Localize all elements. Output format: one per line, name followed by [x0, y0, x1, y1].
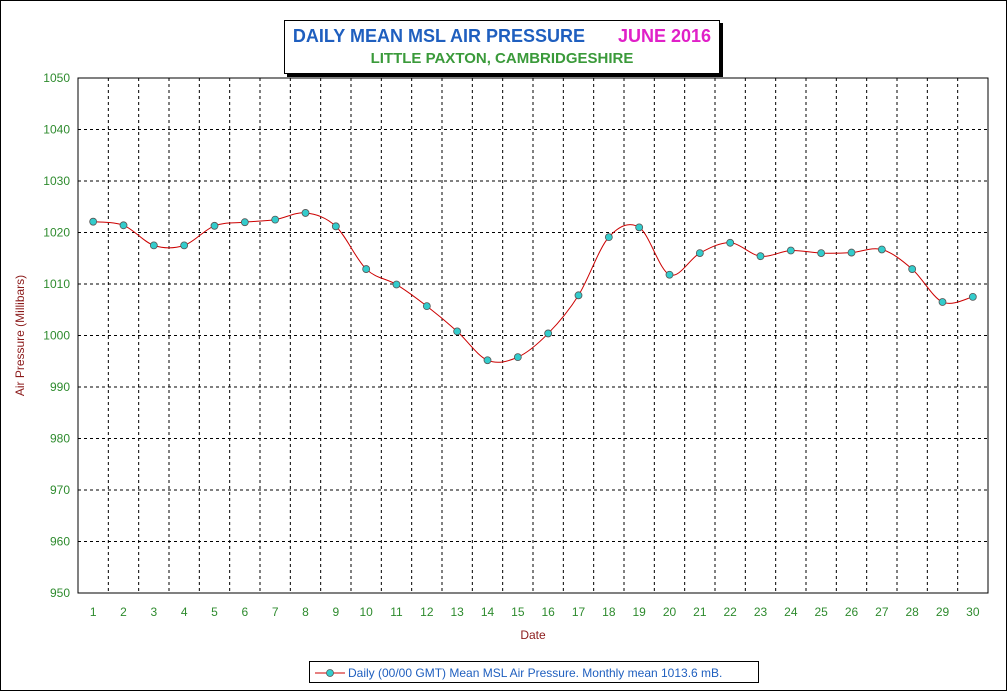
- x-tick-label: 25: [814, 605, 828, 619]
- data-point: [756, 252, 765, 261]
- data-point: [695, 249, 704, 258]
- x-tick-label: 7: [272, 605, 279, 619]
- data-point: [240, 218, 249, 227]
- data-point: [968, 292, 977, 301]
- data-point: [877, 245, 886, 254]
- x-tick-label: 3: [150, 605, 157, 619]
- data-point: [362, 265, 371, 273]
- x-tick-label: 13: [450, 605, 464, 619]
- y-axis-label: Air Pressure (Millibars): [13, 275, 27, 396]
- chart-title: DAILY MEAN MSL AIR PRESSURE: [292, 26, 585, 46]
- chart-subtitle: LITTLE PAXTON, CAMBRIDGESHIRE: [370, 50, 634, 67]
- legend-marker-icon: [315, 669, 345, 677]
- x-tick-label: 12: [420, 605, 434, 619]
- x-tick-label: 20: [663, 605, 677, 619]
- x-tick-label: 24: [784, 605, 798, 619]
- x-tick-label: 8: [302, 605, 309, 619]
- data-point: [149, 241, 158, 250]
- x-tick-label: 14: [481, 605, 495, 619]
- data-point: [938, 298, 947, 306]
- data-point: [301, 209, 310, 217]
- title-line: DAILY MEAN MSL AIR PRESSURE JUNE 2016: [285, 26, 719, 47]
- data-point: [604, 233, 613, 242]
- x-tick-label: 11: [390, 605, 403, 619]
- x-tick-label: 26: [845, 605, 859, 619]
- data-point: [786, 246, 795, 255]
- data-point: [89, 217, 98, 226]
- x-tick-label: 10: [359, 605, 373, 619]
- x-tick-label: 19: [632, 605, 646, 619]
- x-tick-labels: 1 2 3 4 5 6 7 8 9 10 11 12 13 14 15 16 17 18 19 20 21 22 23 24 2…: [90, 605, 980, 619]
- x-tick-label: 28: [905, 605, 919, 619]
- x-tick-label: 30: [966, 605, 980, 619]
- x-tick-label: 22: [723, 605, 737, 619]
- y-tick-label: 1030: [43, 174, 70, 188]
- x-tick-label: 21: [693, 605, 707, 619]
- data-point: [544, 329, 553, 338]
- chart-title-box: DAILY MEAN MSL AIR PRESSURE JUNE 2016 LI…: [284, 20, 720, 74]
- x-tick-label: 1: [90, 605, 97, 619]
- data-point: [210, 221, 219, 230]
- y-tick-label: 1020: [43, 226, 70, 240]
- x-tick-label: 17: [572, 605, 586, 619]
- y-tick-label: 950: [50, 586, 70, 600]
- data-point: [119, 221, 128, 230]
- data-point: [331, 222, 340, 231]
- x-tick-label: 5: [211, 605, 218, 619]
- x-tick-label: 16: [541, 605, 555, 619]
- plot-area: [77, 77, 989, 594]
- series-markers: [89, 209, 977, 365]
- y-tick-label: 1010: [43, 277, 70, 291]
- data-point: [665, 270, 674, 279]
- y-tick-label: 1000: [43, 329, 70, 343]
- data-point: [908, 265, 917, 273]
- data-point: [513, 353, 522, 362]
- y-tick-label: 990: [50, 380, 70, 394]
- legend-series-label: Daily (00/00 GMT) Mean MSL Air Pressure.…: [348, 666, 723, 680]
- data-point: [847, 248, 856, 257]
- x-tick-label: 9: [332, 605, 339, 619]
- data-point: [422, 302, 431, 311]
- grid: [78, 78, 989, 593]
- x-tick-label: 23: [754, 605, 768, 619]
- legend: Daily (00/00 GMT) Mean MSL Air Pressure.…: [309, 661, 759, 683]
- data-point: [483, 356, 492, 365]
- data-point: [392, 280, 401, 289]
- data-point: [817, 249, 826, 258]
- y-tick-label: 1050: [43, 71, 70, 85]
- y-tick-label: 1040: [43, 123, 70, 137]
- x-tick-label: 2: [120, 605, 127, 619]
- x-tick-label: 6: [241, 605, 248, 619]
- data-point: [180, 241, 189, 250]
- data-point: [726, 238, 735, 247]
- y-tick-labels: 950 960 970 980 990 1000 1010 1020 1030 1040 1050: [43, 71, 70, 600]
- data-point: [574, 291, 583, 300]
- x-tick-label: 18: [602, 605, 616, 619]
- y-tick-label: 960: [50, 535, 70, 549]
- x-tick-label: 27: [875, 605, 889, 619]
- chart-title-month: JUNE 2016: [618, 26, 712, 46]
- y-tick-label: 980: [50, 432, 70, 446]
- x-tick-label: 4: [181, 605, 188, 619]
- data-point: [453, 327, 462, 336]
- y-tick-label: 970: [50, 483, 70, 497]
- x-tick-label: 29: [936, 605, 950, 619]
- x-axis-label: Date: [520, 628, 546, 642]
- data-point: [635, 223, 644, 232]
- x-tick-label: 15: [511, 605, 525, 619]
- data-point: [271, 215, 280, 224]
